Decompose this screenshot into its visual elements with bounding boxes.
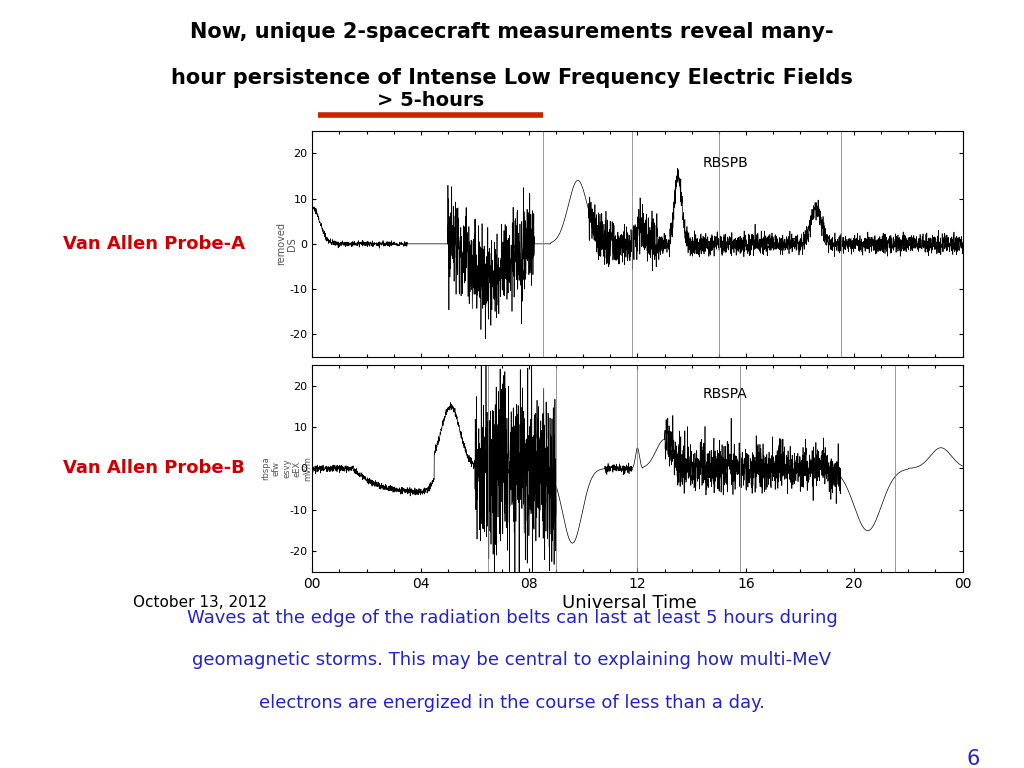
Text: Now, unique 2-spacecraft measurements reveal many-: Now, unique 2-spacecraft measurements re…: [190, 22, 834, 42]
Text: RBSPA: RBSPA: [702, 387, 748, 401]
Text: 6: 6: [966, 749, 980, 768]
Text: geomagnetic storms. This may be central to explaining how multi-MeV: geomagnetic storms. This may be central …: [193, 651, 831, 670]
Text: Waves at the edge of the radiation belts can last at least 5 hours during: Waves at the edge of the radiation belts…: [186, 609, 838, 627]
Y-axis label: removed
DS: removed DS: [275, 223, 297, 265]
Text: Van Allen Probe-A: Van Allen Probe-A: [62, 235, 245, 253]
Text: October 13, 2012: October 13, 2012: [133, 595, 267, 611]
Text: RBSPB: RBSPB: [702, 156, 749, 170]
Text: > 5-hours: > 5-hours: [377, 91, 483, 110]
Text: Universal Time: Universal Time: [562, 594, 697, 612]
Text: hour persistence of Intense Low Frequency Electric Fields: hour persistence of Intense Low Frequenc…: [171, 68, 853, 88]
Y-axis label: rbspa
efw
esvy
eEX
mV/m: rbspa efw esvy eEX mV/m: [261, 456, 312, 481]
Text: electrons are energized in the course of less than a day.: electrons are energized in the course of…: [259, 694, 765, 712]
Text: Van Allen Probe-B: Van Allen Probe-B: [62, 459, 245, 478]
